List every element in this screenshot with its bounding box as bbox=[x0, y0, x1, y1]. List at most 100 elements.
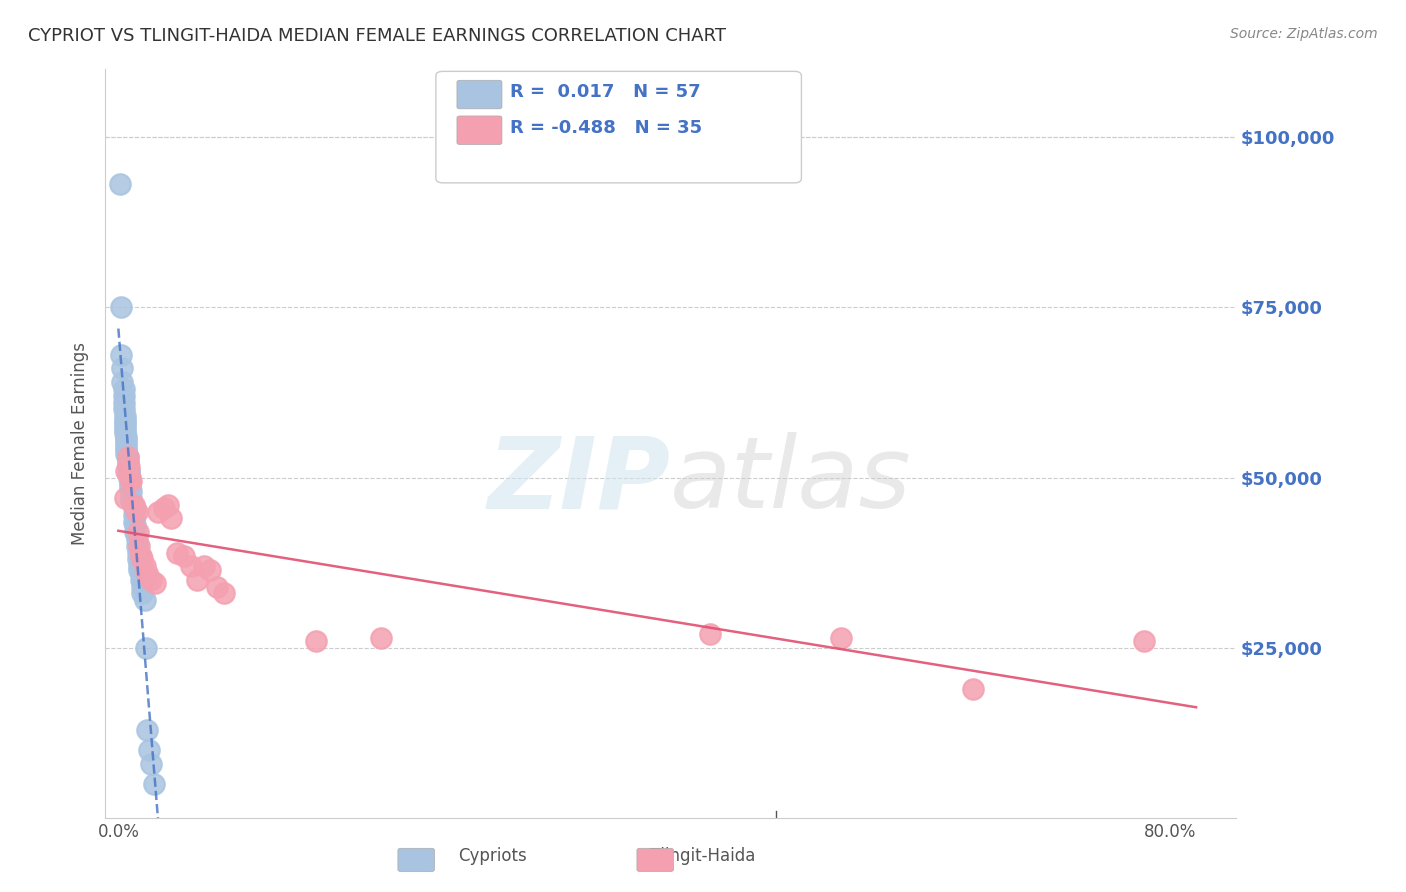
Point bbox=[136, 723, 159, 737]
Point bbox=[128, 539, 150, 553]
Point bbox=[166, 545, 188, 559]
Point bbox=[131, 580, 153, 594]
Point bbox=[128, 563, 150, 577]
Text: R = -0.488   N = 35: R = -0.488 N = 35 bbox=[510, 119, 703, 136]
Point bbox=[141, 573, 163, 587]
Point bbox=[121, 494, 143, 508]
Point bbox=[134, 593, 156, 607]
Point bbox=[135, 640, 157, 655]
Point bbox=[115, 443, 138, 458]
Text: Source: ZipAtlas.com: Source: ZipAtlas.com bbox=[1230, 27, 1378, 41]
Point bbox=[115, 433, 138, 447]
Point bbox=[118, 467, 141, 482]
Point bbox=[127, 552, 149, 566]
Point bbox=[114, 409, 136, 424]
Point bbox=[124, 501, 146, 516]
Point bbox=[114, 426, 136, 441]
Point bbox=[122, 498, 145, 512]
Point bbox=[370, 631, 392, 645]
Point bbox=[114, 491, 136, 505]
Text: R =  0.017   N = 57: R = 0.017 N = 57 bbox=[510, 83, 702, 101]
Text: atlas: atlas bbox=[671, 433, 912, 530]
Point bbox=[122, 501, 145, 516]
Point bbox=[157, 498, 180, 512]
Point bbox=[122, 515, 145, 529]
Point bbox=[112, 402, 135, 417]
Point bbox=[304, 634, 326, 648]
Point bbox=[118, 470, 141, 484]
Point bbox=[114, 423, 136, 437]
Point bbox=[111, 361, 134, 376]
Point bbox=[120, 481, 142, 495]
Point bbox=[125, 505, 148, 519]
Point bbox=[200, 563, 222, 577]
Point bbox=[129, 573, 152, 587]
Point bbox=[110, 348, 132, 362]
Point bbox=[112, 395, 135, 409]
Point bbox=[1132, 634, 1154, 648]
Point bbox=[114, 419, 136, 434]
Point bbox=[118, 460, 141, 475]
Point bbox=[121, 491, 143, 505]
Point bbox=[112, 382, 135, 396]
Y-axis label: Median Female Earnings: Median Female Earnings bbox=[72, 342, 89, 545]
Point bbox=[138, 743, 160, 757]
Point bbox=[134, 559, 156, 574]
Point bbox=[121, 474, 143, 488]
Text: Cypriots: Cypriots bbox=[458, 847, 526, 865]
Point bbox=[124, 518, 146, 533]
Point bbox=[120, 477, 142, 491]
Point bbox=[115, 440, 138, 454]
Point bbox=[117, 457, 139, 471]
Text: ZIP: ZIP bbox=[488, 433, 671, 530]
Point bbox=[118, 464, 141, 478]
Point bbox=[121, 484, 143, 499]
Point bbox=[120, 470, 142, 484]
Text: Tlingit-Haida: Tlingit-Haida bbox=[651, 847, 755, 865]
Point bbox=[110, 300, 132, 314]
Point bbox=[962, 681, 984, 696]
Point bbox=[141, 756, 163, 771]
Point bbox=[122, 508, 145, 522]
Point bbox=[127, 525, 149, 540]
Point bbox=[180, 559, 202, 574]
Point bbox=[111, 375, 134, 389]
Point bbox=[112, 389, 135, 403]
Point bbox=[117, 460, 139, 475]
Point bbox=[115, 464, 138, 478]
Point bbox=[129, 566, 152, 580]
Point bbox=[117, 450, 139, 464]
Point bbox=[160, 511, 183, 525]
Point bbox=[117, 458, 139, 473]
Point bbox=[115, 436, 138, 450]
Point bbox=[143, 576, 166, 591]
Point bbox=[699, 627, 721, 641]
Point bbox=[136, 566, 159, 580]
Point bbox=[131, 586, 153, 600]
Point bbox=[127, 545, 149, 559]
Point bbox=[117, 450, 139, 464]
Point bbox=[131, 552, 153, 566]
Point bbox=[128, 559, 150, 574]
Point bbox=[212, 586, 235, 600]
Point bbox=[205, 580, 228, 594]
Point bbox=[117, 453, 139, 467]
Point bbox=[118, 465, 141, 479]
Point bbox=[114, 416, 136, 430]
Point bbox=[115, 430, 138, 444]
Point bbox=[146, 505, 169, 519]
Point bbox=[125, 532, 148, 546]
Point bbox=[115, 447, 138, 461]
Point bbox=[129, 549, 152, 563]
Text: CYPRIOT VS TLINGIT-HAIDA MEDIAN FEMALE EARNINGS CORRELATION CHART: CYPRIOT VS TLINGIT-HAIDA MEDIAN FEMALE E… bbox=[28, 27, 725, 45]
Point bbox=[173, 549, 195, 563]
Point bbox=[108, 178, 131, 192]
Point bbox=[120, 474, 142, 488]
Point bbox=[125, 539, 148, 553]
Point bbox=[153, 501, 176, 516]
Point bbox=[114, 412, 136, 426]
Point bbox=[142, 777, 165, 791]
Point bbox=[193, 559, 215, 574]
Point bbox=[124, 525, 146, 540]
Point bbox=[830, 631, 852, 645]
